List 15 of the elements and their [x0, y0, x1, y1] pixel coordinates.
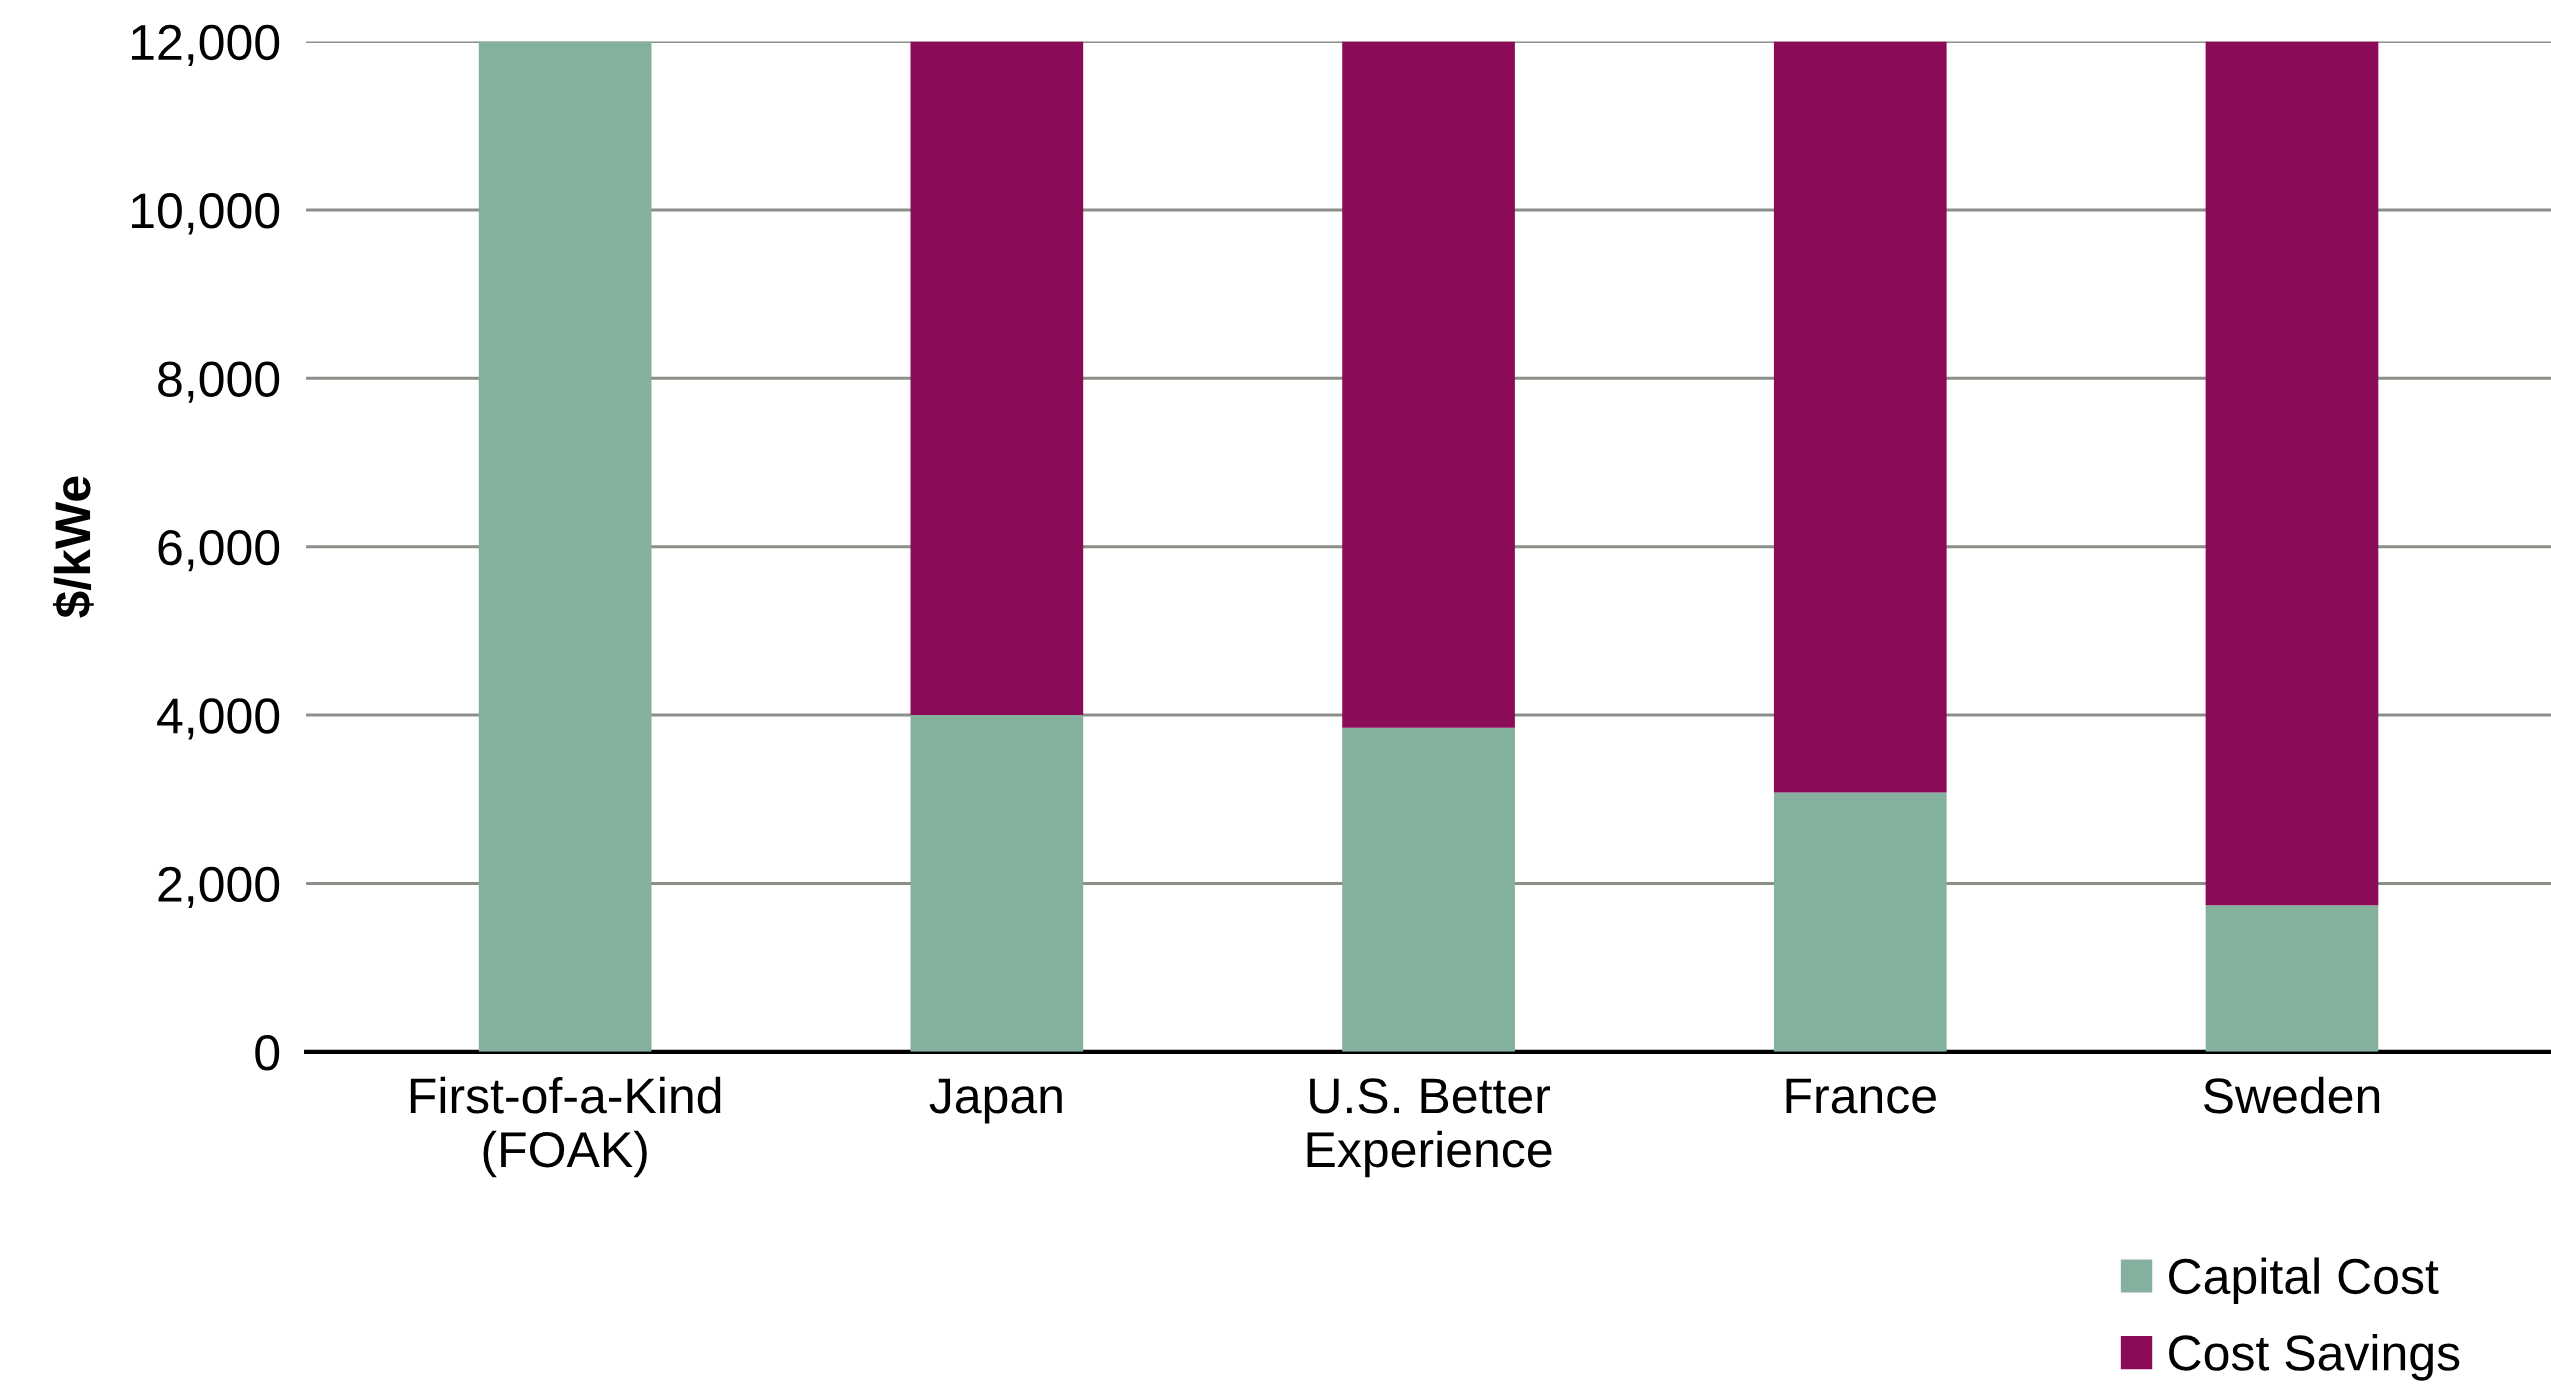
x-tick-label: U.S. Better Experience — [1307, 1078, 1552, 1178]
y-tick-label: 2,000 — [158, 866, 280, 908]
y-tick-label: 8,000 — [158, 361, 280, 403]
x-tick-label: First-of-a-Kind (FOAK) — [410, 1076, 721, 1178]
y-tick-label: 12,000 — [132, 24, 280, 67]
legend-label: Capital Cost — [2169, 1257, 2439, 1305]
y-tick-label: 0 — [255, 1035, 280, 1071]
legend-label: Cost Savings — [2169, 1334, 2460, 1381]
x-tick-label: Sweden — [2203, 1076, 2380, 1114]
x-tick-label: Japan — [929, 1078, 1062, 1124]
y-tick-label: 10,000 — [132, 193, 280, 235]
x-tick-label: France — [1786, 1078, 1936, 1114]
y-axis-title: $/kWe — [52, 476, 94, 618]
y-tick-label: 6,000 — [158, 529, 280, 572]
y-tick-label: 4,000 — [157, 698, 280, 740]
